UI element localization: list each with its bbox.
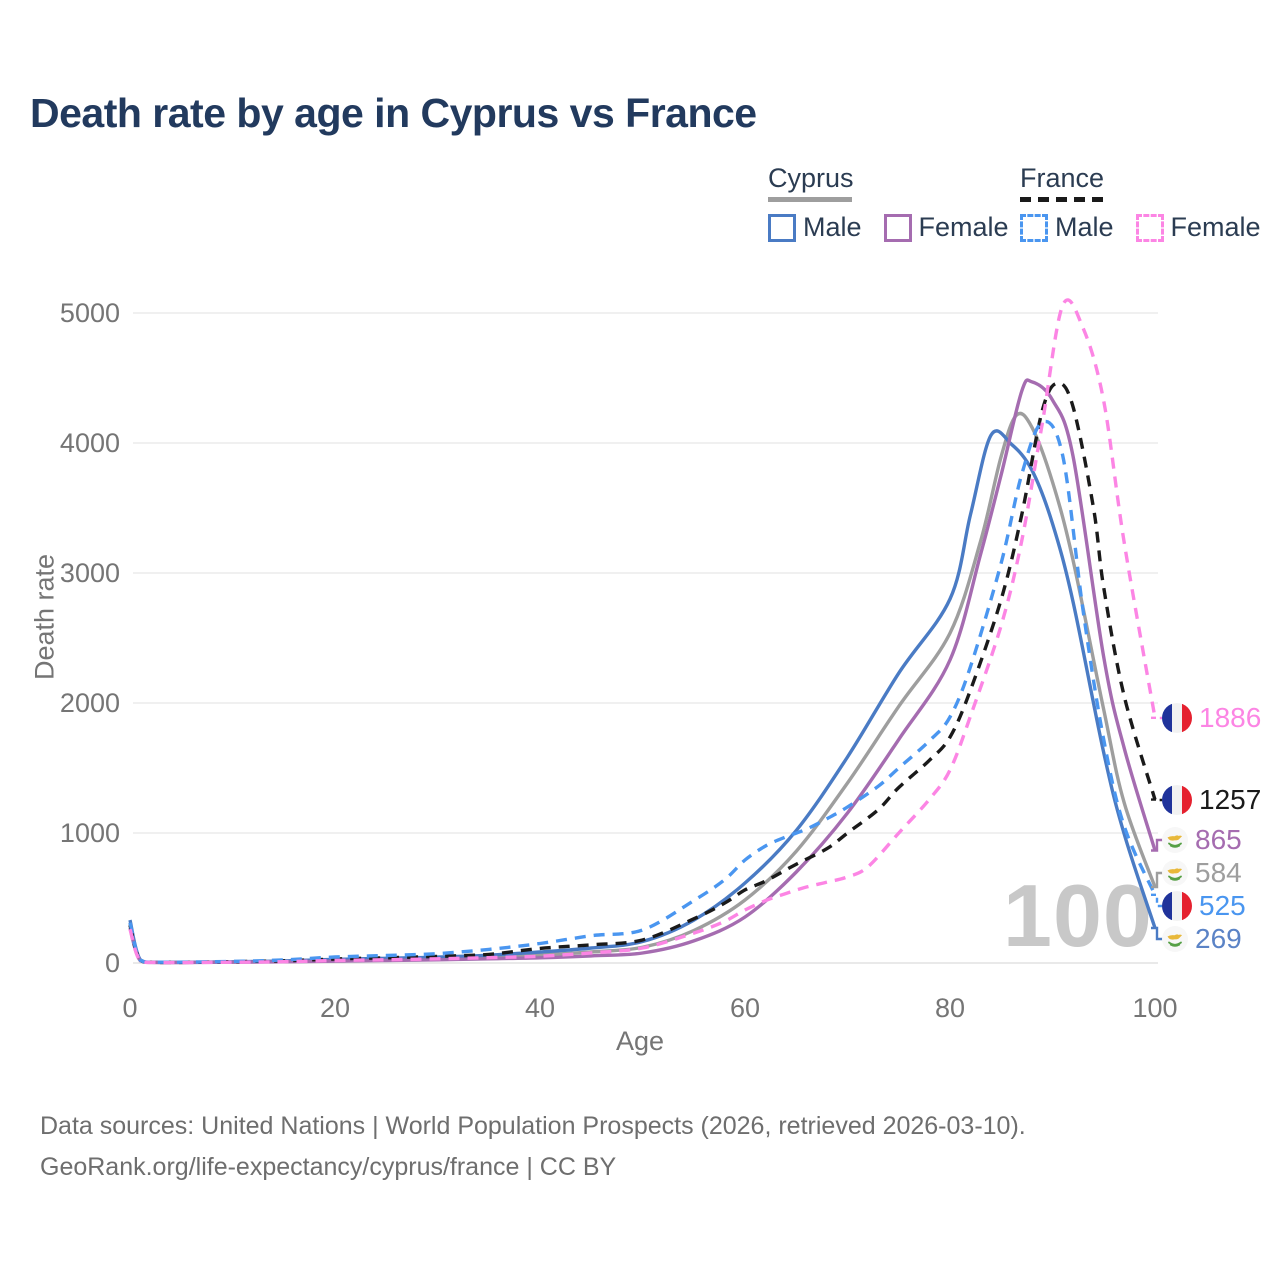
legend-group-france: France Male Female — [1020, 163, 1261, 243]
age-counter-watermark: 100 — [1003, 866, 1153, 965]
legend-item-france-male[interactable]: Male — [1020, 212, 1114, 243]
cyprus-flag-icon — [1162, 926, 1188, 952]
france-flag-icon — [1162, 891, 1192, 921]
legend-item-cyprus-female[interactable]: Female — [883, 212, 1009, 243]
legend-item-cyprus-male[interactable]: Male — [768, 212, 862, 243]
x-tick-label: 40 — [524, 993, 556, 1023]
x-tick-label: 100 — [1132, 993, 1178, 1023]
legend-item-label: Female — [918, 212, 1009, 242]
end-label-value: 584 — [1195, 857, 1242, 888]
end-label-value: 269 — [1195, 923, 1242, 954]
x-tick-label: 20 — [319, 993, 351, 1023]
france-female-swatch-icon — [1135, 213, 1164, 242]
footer-line-2: GeoRank.org/life-expectancy/cyprus/franc… — [40, 1153, 617, 1181]
cyprus-female-swatch-icon — [883, 213, 912, 242]
end-label-value: 1886 — [1199, 702, 1262, 733]
y-tick-label: 3000 — [59, 558, 120, 588]
cyprus-flag-icon — [1162, 860, 1188, 886]
legend-underline-cyprus — [768, 197, 852, 202]
legend-header-france: France — [1020, 163, 1105, 193]
cyprus-flag-icon — [1162, 827, 1188, 853]
footer-line-1: Data sources: United Nations | World Pop… — [40, 1112, 1026, 1140]
legend-group-cyprus: Cyprus Male Female — [768, 163, 1009, 243]
legend-item-label: Male — [1055, 212, 1114, 242]
end-label-value: 525 — [1199, 890, 1246, 921]
end-label-connector-cyprus-both — [1151, 871, 1164, 889]
series-line-france-female — [128, 298, 1157, 965]
y-tick-label: 4000 — [59, 428, 120, 458]
x-axis-title: Age — [615, 1026, 665, 1056]
legend-header-cyprus: Cyprus — [768, 163, 854, 193]
page-title: Death rate by age in Cyprus vs France — [30, 90, 757, 136]
x-tick-label: 0 — [122, 993, 138, 1023]
end-label-row-france-both: 1257 — [1162, 783, 1261, 817]
france-male-swatch-icon — [1020, 213, 1048, 242]
end-label-value: 865 — [1195, 824, 1242, 855]
end-label-value: 1257 — [1199, 784, 1262, 815]
legend-underline-france — [1020, 197, 1104, 202]
series-line-france-both — [128, 381, 1157, 965]
france-flag-icon — [1162, 703, 1192, 733]
france-flag-icon — [1162, 785, 1192, 815]
end-label-row-cyprus-female: 865 — [1162, 823, 1242, 857]
end-label-connector-cyprus-male — [1151, 926, 1164, 941]
legend-item-label: Female — [1170, 212, 1261, 242]
series-line-cyprus-female — [128, 378, 1157, 965]
series-line-cyprus-male — [128, 429, 1157, 965]
end-label-row-cyprus-both: 584 — [1162, 856, 1242, 890]
end-label-row-france-male: 525 — [1162, 889, 1246, 923]
end-label-connector-cyprus-female — [1151, 838, 1164, 852]
footer-attribution: Data sources: United Nations | World Pop… — [40, 1106, 1026, 1188]
y-tick-label: 5000 — [59, 298, 120, 328]
y-tick-label: 2000 — [59, 688, 120, 718]
x-tick-label: 60 — [729, 993, 761, 1023]
legend-item-france-female[interactable]: Female — [1135, 212, 1261, 243]
series-line-cyprus-both — [128, 411, 1157, 965]
end-label-row-france-female: 1886 — [1162, 701, 1261, 735]
cyprus-male-swatch-icon — [768, 213, 796, 242]
series-line-france-male — [128, 419, 1157, 964]
y-tick-label: 0 — [104, 948, 120, 978]
x-tick-label: 80 — [934, 993, 966, 1023]
legend-item-label: Male — [803, 212, 862, 242]
end-label-row-cyprus-male: 269 — [1162, 922, 1242, 956]
end-label-connector-france-male — [1151, 893, 1164, 908]
y-tick-label: 1000 — [59, 818, 120, 848]
